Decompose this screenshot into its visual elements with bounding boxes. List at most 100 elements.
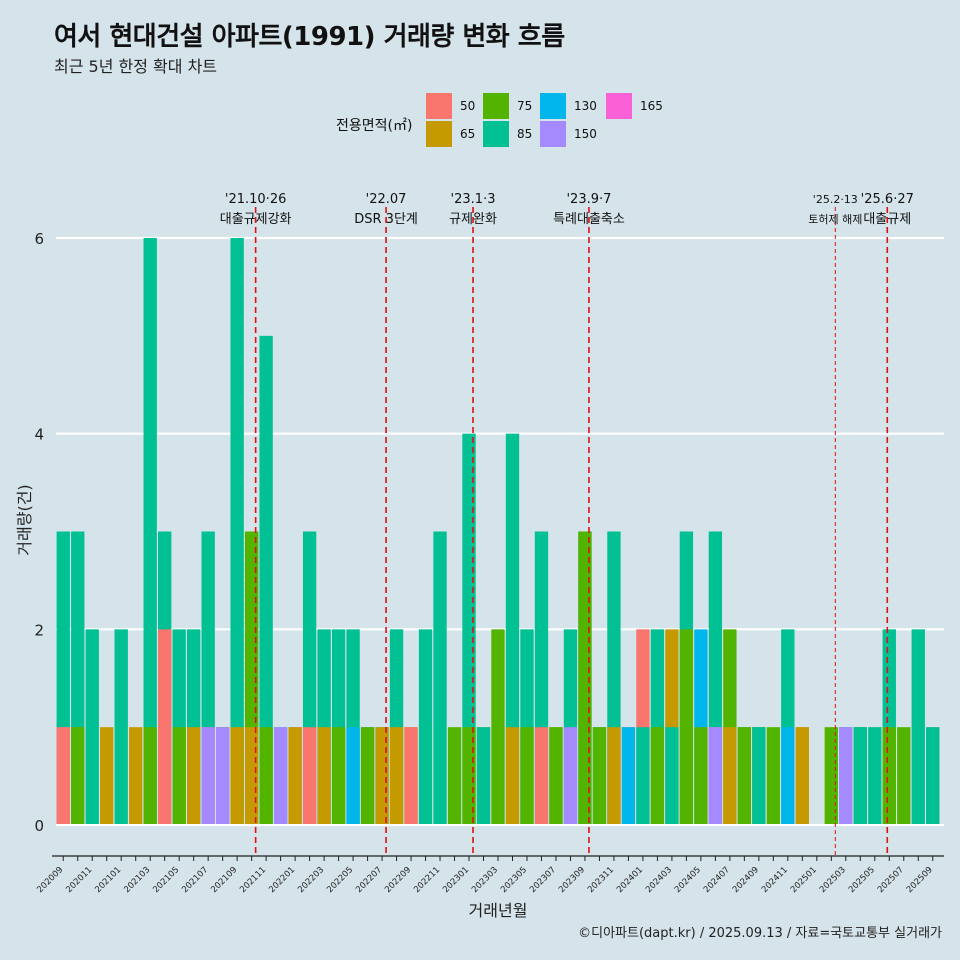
x-tick-label: 202107 [180,865,210,895]
event-date: '22.07 [366,192,407,207]
bar-202106-65 [187,727,201,825]
x-tick-label: 202103 [122,865,152,895]
bar-202111-85 [259,335,273,825]
event-label: 특례대출축소 [553,212,625,227]
legend-swatch [426,93,452,119]
bar-202104-50 [158,629,172,825]
bar-202209-50 [404,727,418,825]
legend-label: 85 [517,127,533,141]
bar-202202-50 [302,727,317,825]
y-axis-title: 거래량(건) [15,484,34,555]
bar-202204-75 [331,727,346,825]
x-tick-label: 202207 [354,865,384,895]
bar-202107-150 [201,727,215,825]
legend-swatch [540,93,566,119]
bar-202011-85 [85,629,99,825]
x-tick-label: 202309 [557,865,587,895]
y-tick-label: 4 [34,426,44,444]
event-label: 토허제 해제 [808,212,862,226]
legend-label: 150 [574,127,597,141]
bar-202109-85 [230,238,244,825]
bar-202502-75 [824,727,838,825]
bar-202312-130 [621,727,636,825]
bar-202211-85 [433,531,447,825]
x-tick-label: 202205 [325,865,355,895]
bar-202404-75 [679,629,694,825]
bar-202009-50 [56,727,70,825]
x-tick-label: 202009 [35,865,65,895]
legend-label: 130 [574,99,597,113]
x-tick-label: 202509 [905,865,935,895]
x-tick-label: 202301 [441,865,471,895]
bar-202303-75 [491,629,505,825]
bar-202503-150 [839,727,853,825]
x-tick-label: 202407 [702,865,732,895]
legend-label: 50 [460,99,476,113]
bar-202401-85 [636,727,650,825]
bar-202304-65 [505,727,520,825]
bar-202210-85 [418,629,433,825]
event-label: DSR 3단계 [354,212,418,227]
chart-subtitle: 최근 5년 한정 확대 차트 [54,57,218,76]
bar-202408-75 [737,727,752,825]
x-axis-title: 거래년월 [469,901,528,920]
legend-swatch [606,93,632,119]
bar-202103-75 [143,727,157,825]
bar-202306-50 [534,727,549,825]
x-tick-label: 202409 [731,865,761,895]
event-date: '21.10·26 [225,192,286,207]
bar-202108-150 [215,727,230,825]
bar-202505-85 [868,727,882,825]
bar-202302-85 [476,727,491,825]
bar-202203-65 [317,727,331,825]
x-tick-label: 202109 [209,865,239,895]
bar-202206-75 [360,727,375,825]
bar-202411-130 [781,727,795,825]
x-tick-label: 202507 [876,865,906,895]
bar-202308-150 [563,727,578,825]
legend-swatch [426,121,452,147]
event-label: 규제완화 [449,212,497,227]
bar-202102-65 [129,727,143,825]
x-tick-label: 202501 [789,865,819,895]
bar-202509-85 [926,727,940,825]
bar-202105-75 [172,727,186,825]
bar-202208-65 [389,727,404,825]
bar-202212-75 [447,727,462,825]
legend-title: 전용면적(㎡) [336,118,413,134]
x-tick-label: 202405 [673,865,703,895]
bar-202305-75 [520,727,534,825]
x-tick-label: 202307 [528,865,558,895]
x-tick-label: 202105 [151,865,181,895]
x-tick-label: 202403 [644,865,674,895]
x-tick-label: 202503 [818,865,848,895]
x-tick-label: 202505 [847,865,877,895]
bar-202403-85 [665,727,679,825]
source-caption: ©디아파트(dapt.kr) / 2025.09.13 / 자료=국토교통부 실… [578,926,942,941]
bar-202507-75 [897,727,911,825]
bar-202405-75 [694,727,708,825]
legend-label: 75 [517,99,533,113]
bar-202402-75 [650,727,665,825]
y-tick-label: 2 [34,621,44,639]
legend-label: 165 [640,99,663,113]
bar-202111-75 [259,727,273,825]
bar-202112-150 [273,727,288,825]
bar-202010-75 [71,727,85,825]
bar-202508-85 [911,629,925,825]
bar-202407-65 [723,727,737,825]
x-tick-label: 202411 [760,865,790,895]
x-tick-label: 202401 [615,865,645,895]
x-tick-label: 202305 [499,865,529,895]
bar-202410-75 [766,727,781,825]
bar-202012-65 [100,727,114,825]
x-tick-label: 202211 [412,865,442,895]
bar-202109-65 [230,727,244,825]
event-date: '25.6·27 [861,192,914,207]
bar-202406-150 [708,727,723,825]
legend-label: 65 [460,127,476,141]
bar-202205-130 [346,727,360,825]
legend-swatch [483,121,509,147]
